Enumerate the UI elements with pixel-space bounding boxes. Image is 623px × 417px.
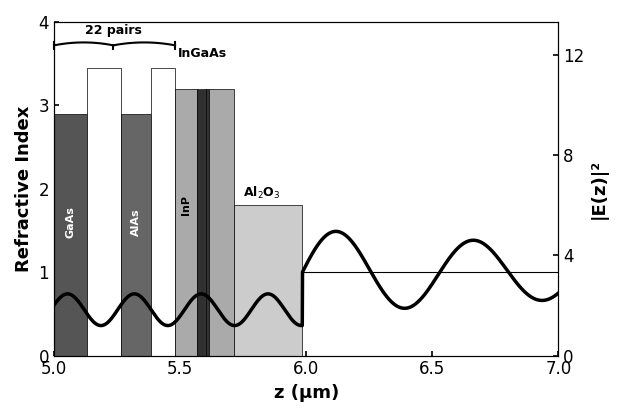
Bar xyxy=(196,89,199,356)
Text: AlAs: AlAs xyxy=(131,208,141,236)
Text: InGaAs: InGaAs xyxy=(178,47,227,60)
Bar xyxy=(203,89,206,356)
Y-axis label: Refractive Index: Refractive Index xyxy=(15,106,33,272)
Bar xyxy=(200,89,202,356)
Bar xyxy=(234,206,302,356)
Bar xyxy=(151,68,175,356)
Text: GaAs: GaAs xyxy=(65,206,75,238)
Bar xyxy=(175,89,196,356)
Bar xyxy=(209,89,234,356)
Y-axis label: |E(z)|²: |E(z)|² xyxy=(590,159,608,219)
Bar xyxy=(54,114,87,356)
Bar xyxy=(206,89,209,356)
Text: Al$_2$O$_3$: Al$_2$O$_3$ xyxy=(243,185,281,201)
Bar xyxy=(121,114,151,356)
X-axis label: z (μm): z (μm) xyxy=(273,384,339,402)
Text: InP: InP xyxy=(181,196,191,216)
Text: 22 pairs: 22 pairs xyxy=(85,24,142,37)
Bar xyxy=(87,68,121,356)
